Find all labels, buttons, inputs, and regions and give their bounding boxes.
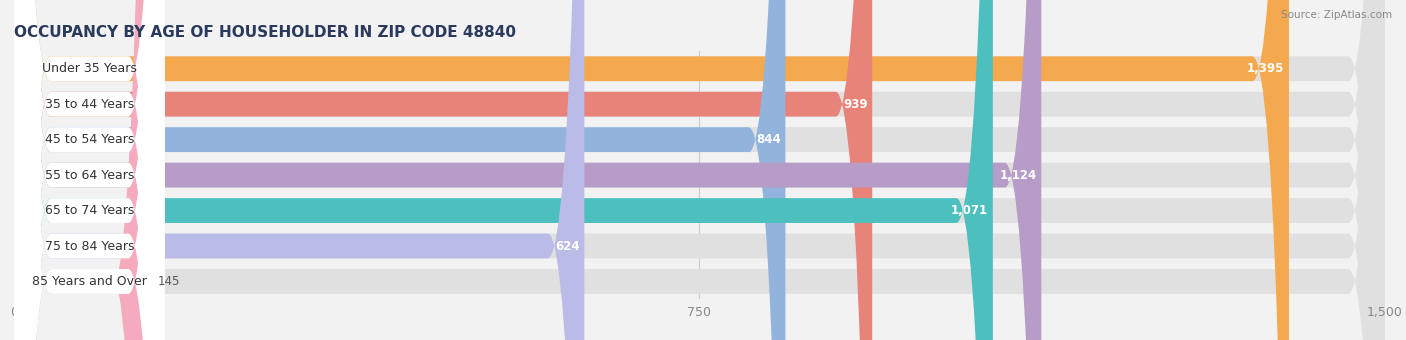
FancyBboxPatch shape xyxy=(14,0,165,340)
FancyBboxPatch shape xyxy=(14,0,1385,340)
FancyBboxPatch shape xyxy=(14,0,146,340)
Text: 1,395: 1,395 xyxy=(1247,62,1285,75)
Text: 1,071: 1,071 xyxy=(950,204,988,217)
FancyBboxPatch shape xyxy=(14,0,872,340)
FancyBboxPatch shape xyxy=(14,0,1385,340)
Text: 55 to 64 Years: 55 to 64 Years xyxy=(45,169,134,182)
Text: 145: 145 xyxy=(157,275,180,288)
FancyBboxPatch shape xyxy=(14,0,1385,340)
Text: OCCUPANCY BY AGE OF HOUSEHOLDER IN ZIP CODE 48840: OCCUPANCY BY AGE OF HOUSEHOLDER IN ZIP C… xyxy=(14,25,516,40)
Text: 939: 939 xyxy=(844,98,868,111)
FancyBboxPatch shape xyxy=(14,0,1385,340)
Text: 75 to 84 Years: 75 to 84 Years xyxy=(45,239,134,253)
Text: 844: 844 xyxy=(756,133,780,146)
Text: 85 Years and Over: 85 Years and Over xyxy=(32,275,146,288)
Text: 1,124: 1,124 xyxy=(1000,169,1036,182)
FancyBboxPatch shape xyxy=(14,0,165,340)
FancyBboxPatch shape xyxy=(14,0,1385,340)
FancyBboxPatch shape xyxy=(14,0,993,340)
FancyBboxPatch shape xyxy=(14,0,1385,340)
FancyBboxPatch shape xyxy=(14,0,585,340)
FancyBboxPatch shape xyxy=(14,0,1042,340)
Text: Source: ZipAtlas.com: Source: ZipAtlas.com xyxy=(1281,10,1392,20)
Text: 65 to 74 Years: 65 to 74 Years xyxy=(45,204,134,217)
Text: 624: 624 xyxy=(555,239,579,253)
FancyBboxPatch shape xyxy=(14,0,786,340)
Text: Under 35 Years: Under 35 Years xyxy=(42,62,136,75)
FancyBboxPatch shape xyxy=(14,0,165,340)
FancyBboxPatch shape xyxy=(14,0,165,340)
FancyBboxPatch shape xyxy=(14,0,165,340)
FancyBboxPatch shape xyxy=(14,0,1289,340)
FancyBboxPatch shape xyxy=(14,0,1385,340)
FancyBboxPatch shape xyxy=(14,0,165,340)
FancyBboxPatch shape xyxy=(14,0,165,340)
Text: 45 to 54 Years: 45 to 54 Years xyxy=(45,133,134,146)
Text: 35 to 44 Years: 35 to 44 Years xyxy=(45,98,134,111)
